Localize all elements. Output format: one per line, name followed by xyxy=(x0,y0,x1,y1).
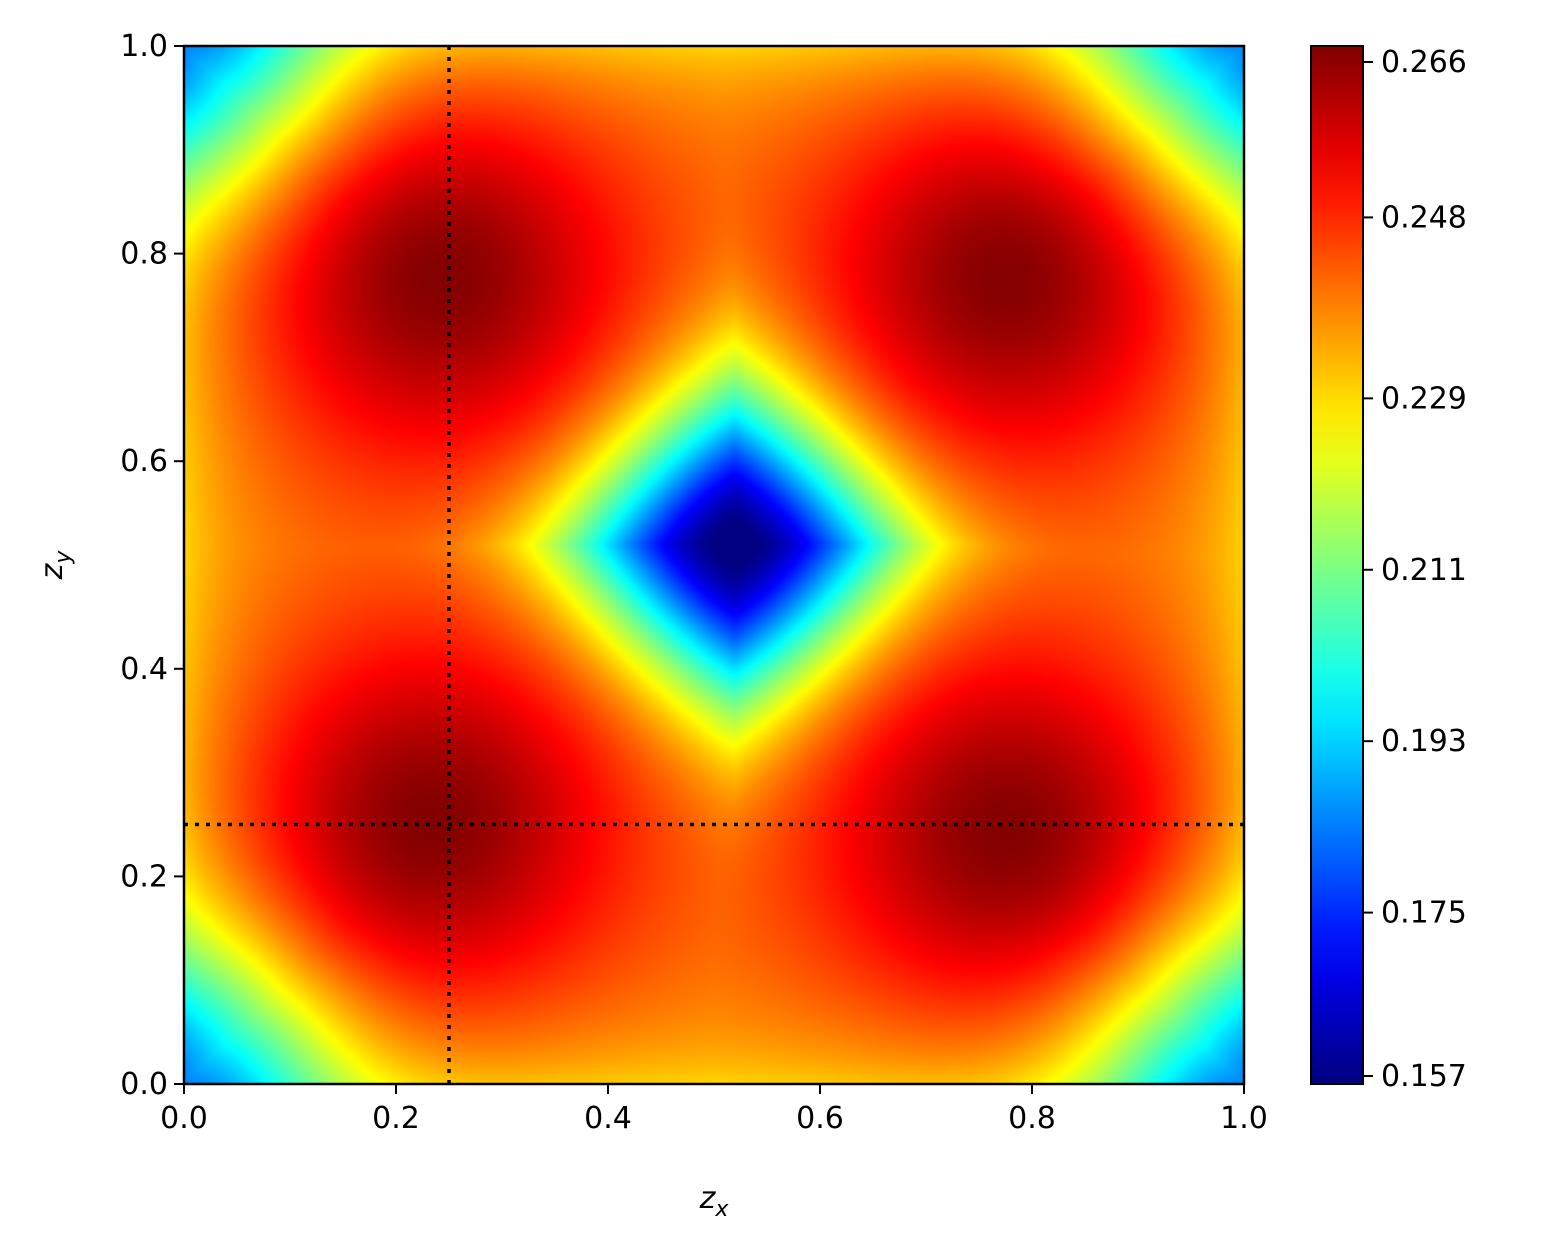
y-tick-label: 0.8 xyxy=(120,237,168,272)
colorbar-gradient xyxy=(1310,45,1364,1085)
colorbar-tick-label: 0.193 xyxy=(1381,724,1467,759)
x-tick-label: 0.2 xyxy=(372,1101,420,1136)
colorbar-tick-label: 0.248 xyxy=(1381,200,1467,235)
colorbar: 0.157 0.175 0.193 0.211 0.229 0.248 0.266 xyxy=(1310,45,1467,1094)
colorbar-tick-label: 0.175 xyxy=(1381,896,1467,931)
x-axis-label: zx xyxy=(699,1181,730,1222)
y-axis: 0.0 0.2 0.4 0.6 0.8 1.0 xyxy=(120,29,184,1102)
x-axis: 0.0 0.2 0.4 0.6 0.8 1.0 xyxy=(160,1084,1268,1136)
y-tick-label: 0.2 xyxy=(120,859,168,894)
heatmap-image xyxy=(184,46,1244,1084)
x-tick-label: 1.0 xyxy=(1220,1101,1268,1136)
heatmap-plot-area xyxy=(182,44,1246,1086)
x-tick-label: 0.8 xyxy=(1008,1101,1056,1136)
x-axis-label-base: z xyxy=(699,1181,717,1216)
colorbar-tick-label: 0.266 xyxy=(1381,45,1467,80)
y-tick-label: 0.4 xyxy=(120,652,168,687)
colorbar-ticks: 0.157 0.175 0.193 0.211 0.229 0.248 0.266 xyxy=(1363,45,1467,1094)
colorbar-tick-label: 0.157 xyxy=(1381,1059,1467,1094)
y-axis-label-sub: y xyxy=(51,550,76,565)
colorbar-tick-label: 0.211 xyxy=(1381,553,1467,588)
y-tick-label: 0.0 xyxy=(120,1067,168,1102)
colorbar-tick-label: 0.229 xyxy=(1381,381,1467,416)
y-axis-label-base: z xyxy=(35,562,70,580)
x-tick-label: 0.6 xyxy=(796,1101,844,1136)
plot-frame xyxy=(182,44,1246,1086)
y-tick-label: 1.0 xyxy=(120,29,168,64)
x-axis-label-sub: x xyxy=(714,1197,729,1222)
reference-lines xyxy=(184,46,1244,1084)
y-axis-label: zy xyxy=(35,550,76,581)
x-tick-label: 0.0 xyxy=(160,1101,208,1136)
y-tick-label: 0.6 xyxy=(120,444,168,479)
x-tick-label: 0.4 xyxy=(584,1101,632,1136)
